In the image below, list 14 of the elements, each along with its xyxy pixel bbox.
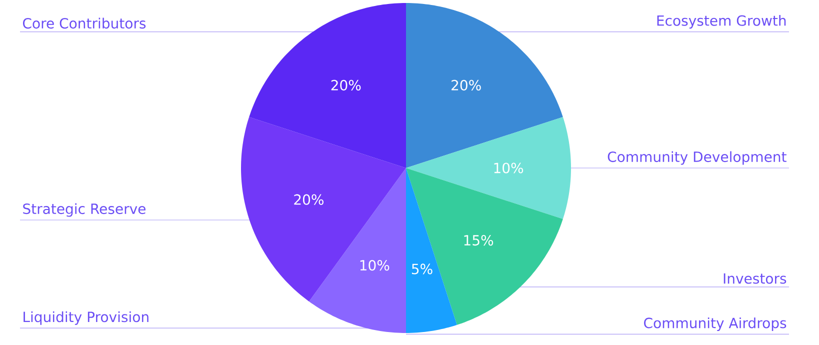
slice-label: Community Development <box>608 151 786 165</box>
data-label: 5% <box>412 264 432 274</box>
slice-label: Liquidity Provision <box>24 311 148 325</box>
data-label: 20% <box>294 194 324 205</box>
slice-label: Ecosystem Growth <box>657 15 786 29</box>
data-label: 20% <box>331 80 361 90</box>
data-label: 10% <box>494 162 524 174</box>
data-label: 15% <box>464 234 494 246</box>
slice-label: Core Contributors <box>23 18 146 29</box>
data-label: 10% <box>360 260 390 271</box>
data-label: 20% <box>452 80 481 90</box>
slice-label: Strategic Reserve <box>23 203 146 217</box>
slice-label: Community Airdrops <box>644 317 786 331</box>
slice-label: Investors <box>724 273 786 284</box>
